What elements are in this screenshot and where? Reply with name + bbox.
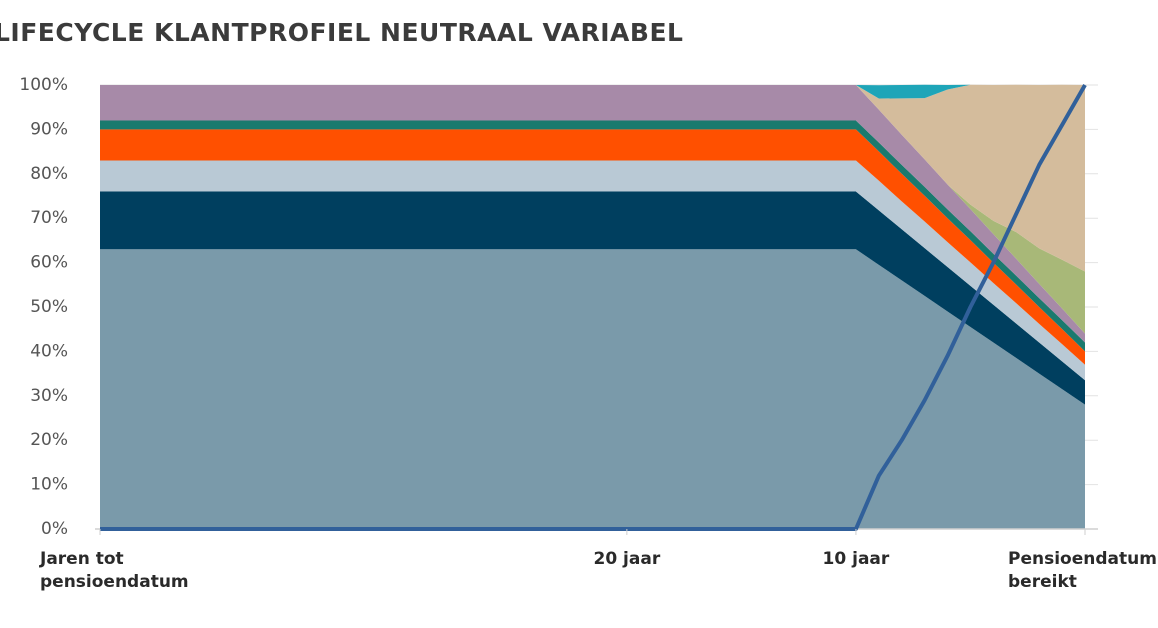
y-tick-label: 100% xyxy=(19,75,68,95)
area xyxy=(100,84,1085,272)
y-tick-label: 60% xyxy=(30,253,68,273)
y-tick-label: 30% xyxy=(30,386,68,406)
area xyxy=(100,85,1085,343)
y-tick-label: 70% xyxy=(30,208,68,228)
y-tick-label: 40% xyxy=(30,341,68,361)
y-tick-label: 10% xyxy=(30,475,68,495)
area xyxy=(100,129,1085,365)
y-tick-label: 80% xyxy=(30,164,68,184)
area xyxy=(100,191,1085,405)
x-tick-label: 10 jaar xyxy=(822,549,890,569)
x-tick-label: Jaren tot pensioendatum xyxy=(40,549,189,592)
area xyxy=(100,160,1085,381)
chart-title: LIFECYCLE KLANTPROFIEL NEUTRAAL VARIABEL xyxy=(0,18,684,47)
y-tick-label: 50% xyxy=(30,297,68,317)
y-tick-label: 20% xyxy=(30,430,68,450)
y-tick-label: 0% xyxy=(41,519,68,539)
y-tick-label: 90% xyxy=(30,119,68,139)
x-tick-label: Pensioendatum bereikt xyxy=(1008,549,1157,592)
area xyxy=(100,249,1085,529)
area xyxy=(100,84,1085,99)
x-tick-label: 20 jaar xyxy=(593,549,661,569)
line xyxy=(100,84,1087,531)
